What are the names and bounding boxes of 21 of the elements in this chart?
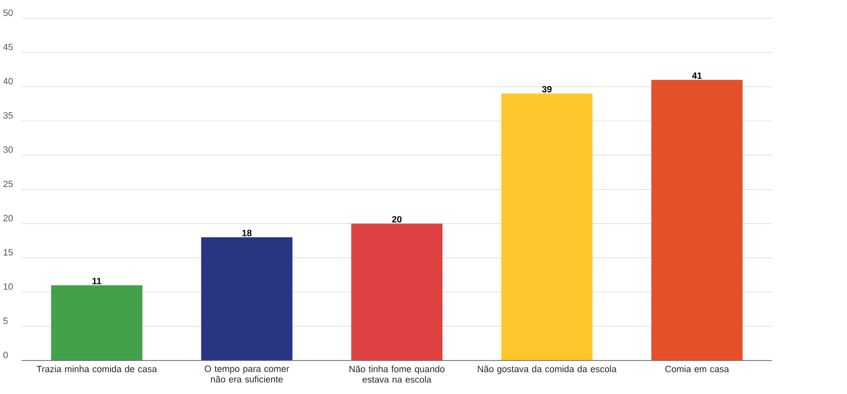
x-tick-label: Não gostava da comida da escola	[478, 365, 617, 374]
data-label: 39	[542, 86, 552, 92]
y-tick-label: 15	[4, 249, 13, 256]
x-tick-label: Trazia minha comida de casa	[36, 365, 157, 372]
x-tick-label: O tempo para comer não era suficiente	[204, 365, 290, 382]
data-label: 18	[242, 230, 252, 236]
y-tick-label: 0	[3, 352, 8, 358]
x-tick-label: Não tinha fome quando estava na escola	[350, 365, 444, 383]
y-tick-label: 40	[3, 78, 13, 84]
y-tick-label: 20	[4, 214, 13, 222]
data-label: 41	[692, 72, 702, 79]
y-tick-label: 30	[3, 146, 13, 153]
y-tick-label: 50	[3, 9, 13, 16]
y-tick-label: 35	[3, 112, 13, 118]
y-tick-label: 45	[3, 44, 13, 50]
data-label: 11	[92, 278, 102, 284]
x-tick-label: Comia em casa	[665, 365, 730, 372]
y-tick-label: 10	[4, 283, 13, 290]
y-tick-label: 25	[4, 180, 13, 187]
data-label: 20	[392, 216, 402, 222]
y-tick-label: 5	[3, 317, 8, 324]
